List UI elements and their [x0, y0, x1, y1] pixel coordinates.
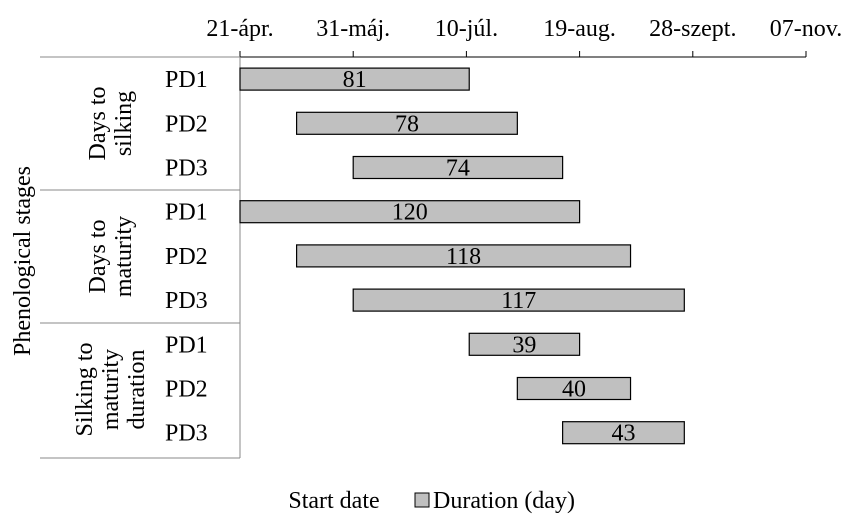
duration-bar [468, 332, 581, 356]
group-label-line: maturity [111, 216, 137, 297]
x-axis: 21-ápr. 31-máj. 10-júl. 19-aug. 28-szept. 07-… [206, 16, 842, 58]
group-label: Days tomaturity [85, 216, 137, 297]
group-label-line: maturity [98, 349, 124, 430]
duration-bar [239, 67, 470, 91]
bar-value-label: 117 [501, 288, 536, 314]
legend-duration-label: Duration (day) [433, 488, 575, 514]
x-tick-label: 07-nov. [770, 16, 842, 42]
bar-value-label: 81 [343, 67, 367, 93]
group-label-line: Days to [85, 87, 111, 161]
group-label-line: Silking to [72, 342, 98, 436]
duration-bar [516, 376, 632, 401]
x-tick-label: 19-aug. [543, 16, 616, 42]
row-label: PD3 [165, 288, 208, 314]
group-label: Days tosilking [85, 87, 137, 161]
bars: 81 78 74 120 118 117 39 40 43 [239, 67, 685, 447]
duration-bar [296, 111, 518, 135]
row-label: PD2 [165, 111, 208, 137]
row-label: PD1 [165, 200, 208, 226]
row-label: PD1 [165, 332, 208, 358]
legend: Start date Duration (day) [288, 488, 575, 514]
duration-bar [562, 421, 685, 445]
row-label: PD2 [165, 244, 208, 270]
row-label: PD1 [165, 67, 208, 93]
row-labels: PD1 PD2 PD3 PD1 PD2 PD3 PD1 PD2 PD3 [40, 56, 241, 459]
bar-value-label: 78 [395, 111, 419, 137]
duration-bar [296, 244, 632, 268]
group-label: Silking tomaturityduration [72, 342, 150, 436]
group-label-line: silking [111, 91, 137, 156]
group-label-line: Days to [85, 220, 111, 294]
x-tick-label: 31-máj. [316, 16, 390, 42]
legend-start-label: Start date [288, 488, 379, 514]
bar-value-label: 43 [611, 421, 635, 447]
bar-value-label: 40 [562, 377, 586, 403]
duration-bar [239, 200, 581, 224]
bar-value-label: 39 [512, 332, 536, 358]
bar-value-label: 120 [392, 200, 428, 226]
x-tick-label: 28-szept. [649, 16, 736, 42]
x-tick-label: 21-ápr. [206, 16, 273, 42]
bar-value-label: 118 [446, 244, 481, 270]
legend-duration-swatch [414, 492, 430, 508]
group-label-line: duration [124, 350, 150, 430]
y-axis-title: Phenological stages [10, 166, 36, 356]
row-label: PD2 [165, 377, 208, 403]
x-tick-label: 10-júl. [435, 16, 498, 42]
row-label: PD3 [165, 156, 208, 182]
duration-bar [352, 155, 564, 180]
duration-bar [352, 288, 685, 312]
bar-value-label: 74 [446, 156, 470, 182]
row-label: PD3 [165, 421, 208, 447]
